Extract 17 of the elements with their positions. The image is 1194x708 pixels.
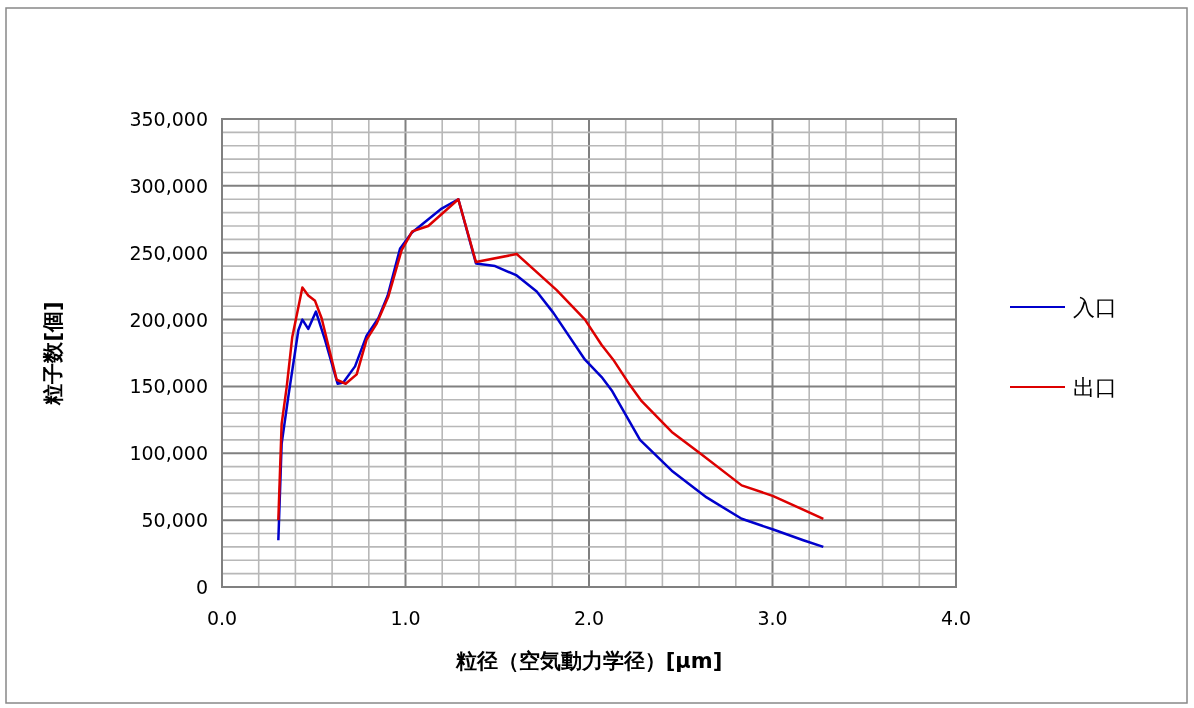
y-tick-label: 250,000	[129, 241, 208, 264]
y-tick-label: 100,000	[129, 442, 208, 465]
y-tick-label: 150,000	[129, 375, 208, 398]
x-axis-title: 粒径（空気動力学径）[μm]	[454, 649, 723, 673]
legend-label: 出口	[1073, 375, 1117, 400]
y-axis-title: 粒子数[個]	[41, 301, 65, 406]
legend-label: 入口	[1073, 295, 1117, 320]
x-tick-label: 0.0	[206, 607, 238, 629]
x-tick-label: 1.0	[390, 607, 421, 629]
y-tick-label: 200,000	[129, 308, 208, 331]
y-tick-label: 300,000	[129, 174, 208, 197]
x-tick-label: 3.0	[757, 607, 788, 629]
y-tick-label: 0	[195, 576, 208, 598]
y-tick-label: 50,000	[141, 509, 208, 532]
x-tick-label: 2.0	[573, 607, 605, 629]
x-tick-label: 4.0	[940, 607, 972, 629]
y-tick-label: 350,000	[129, 108, 208, 130]
